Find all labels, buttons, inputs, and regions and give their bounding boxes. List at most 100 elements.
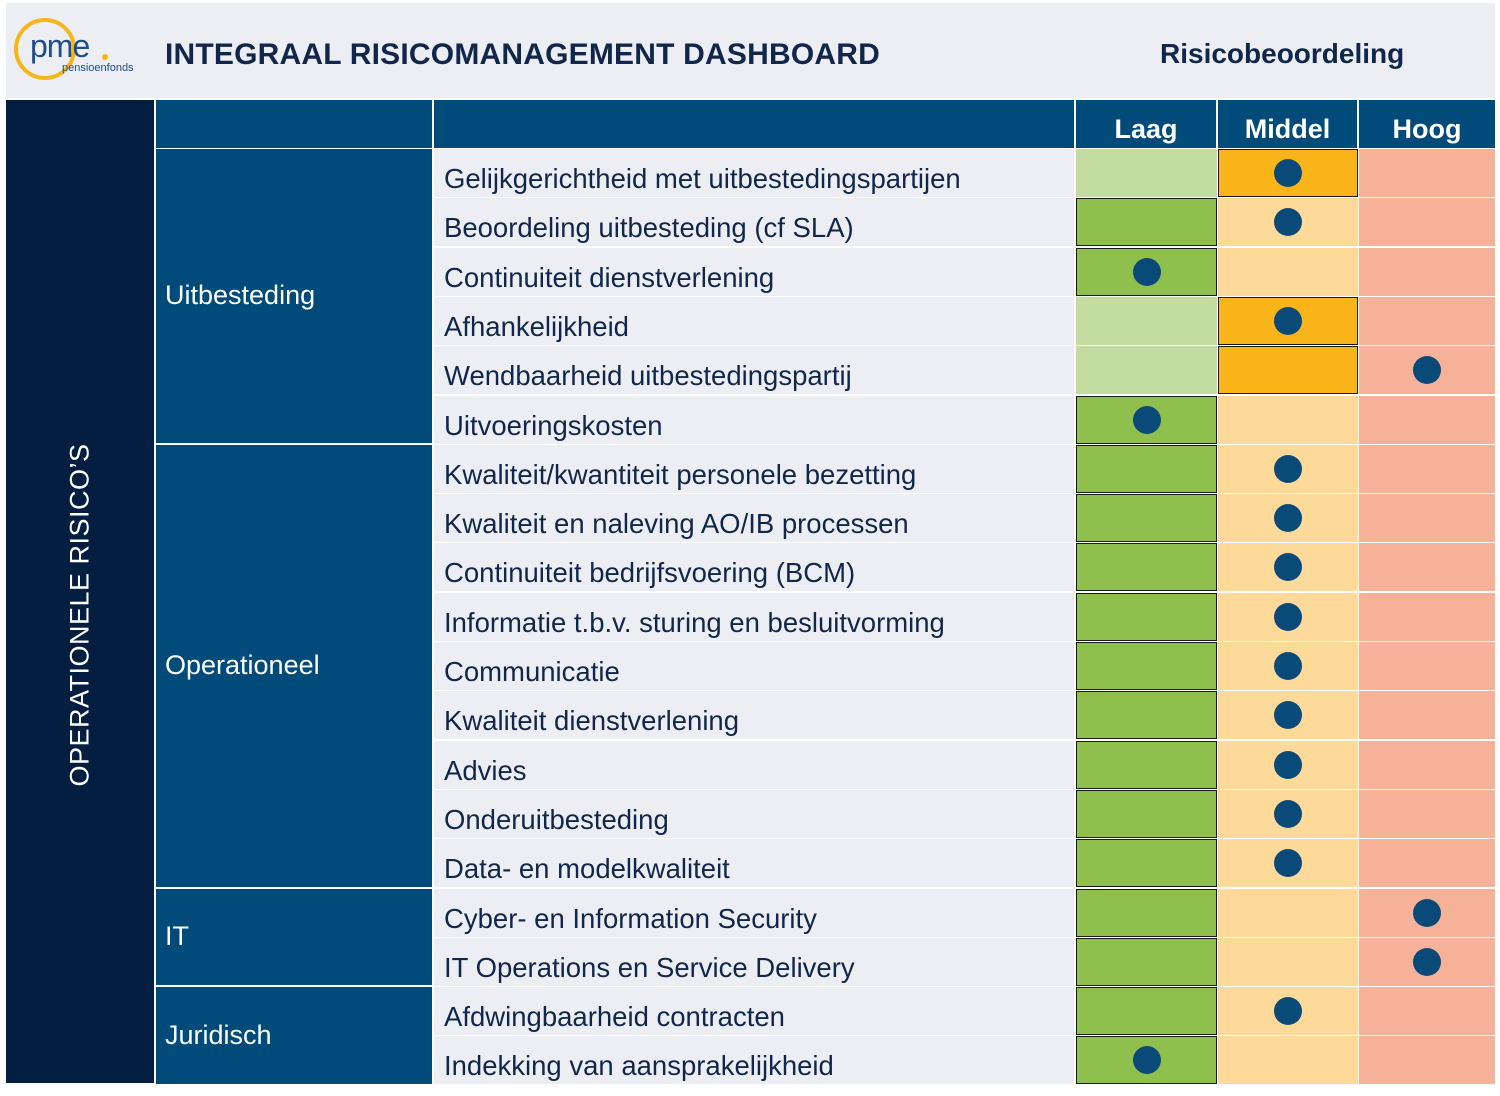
risk-header — [434, 100, 1074, 148]
header-bar — [6, 3, 1495, 98]
risk-cell-middel — [1218, 938, 1358, 986]
risk-cell-hoog — [1359, 543, 1495, 591]
risk-marker — [1274, 652, 1302, 680]
risk-cell-hoog — [1359, 445, 1495, 493]
pme-logo: pme pensioenfonds — [14, 14, 154, 86]
logo-subtitle: pensioenfonds — [62, 62, 134, 74]
risk-marker — [1132, 406, 1161, 434]
risk-cell-laag — [1076, 198, 1217, 246]
category-label: IT — [165, 921, 189, 951]
column-header-middel: Middel — [1218, 100, 1357, 148]
risk-row-label: Informatie t.b.v. sturing en besluitvorm… — [434, 593, 1074, 641]
category-it: IT — [156, 889, 432, 985]
column-header-laag: Laag — [1076, 100, 1216, 148]
risk-cell-laag — [1076, 543, 1217, 591]
logo-ring — [14, 18, 76, 80]
category-label: Uitbesteding — [165, 280, 316, 310]
risk-marker — [1274, 603, 1302, 631]
risk-cell-hoog — [1359, 987, 1495, 1035]
risk-cell-hoog — [1359, 790, 1495, 838]
risk-cell-hoog — [1359, 248, 1495, 296]
risk-cell-laag — [1076, 593, 1217, 641]
risk-row-label: Afhankelijkheid — [434, 297, 1074, 345]
risk-marker — [1274, 800, 1302, 828]
risk-cell-laag — [1076, 938, 1217, 986]
risk-cell-laag — [1076, 149, 1217, 197]
risk-cell-laag — [1076, 297, 1217, 345]
risk-row-label: Gelijkgerichtheid met uitbestedingsparti… — [434, 149, 1074, 197]
risk-marker — [1274, 751, 1302, 779]
risk-cell-middel — [1218, 346, 1358, 394]
risk-cell-middel — [1218, 248, 1358, 296]
risk-row-label: Continuiteit bedrijfsvoering (BCM) — [434, 543, 1074, 591]
risk-row-label: Wendbaarheid uitbestedingspartij — [434, 346, 1074, 394]
risk-row-label: Uitvoeringskosten — [434, 396, 1074, 444]
risk-row-label: Data- en modelkwaliteit — [434, 839, 1074, 887]
category-uitbesteding: Uitbesteding — [156, 149, 432, 443]
risk-marker — [1132, 258, 1161, 286]
risk-row-label: IT Operations en Service Delivery — [434, 938, 1074, 986]
risk-cell-laag — [1076, 346, 1217, 394]
risk-marker — [1413, 948, 1441, 976]
logo-wordmark: pme — [30, 28, 90, 64]
risk-marker — [1274, 307, 1302, 335]
risk-cell-hoog — [1359, 494, 1495, 542]
risk-cell-hoog — [1359, 593, 1495, 641]
risk-cell-hoog — [1359, 839, 1495, 887]
risk-marker — [1274, 208, 1302, 236]
risk-cell-hoog — [1359, 741, 1495, 789]
risk-marker — [1413, 356, 1441, 384]
risk-cell-hoog — [1359, 1036, 1495, 1084]
risk-marker — [1413, 899, 1441, 927]
risk-cell-middel — [1218, 396, 1358, 444]
risk-marker — [1274, 849, 1302, 877]
risk-cell-middel — [1218, 889, 1358, 937]
logo-dot — [102, 54, 108, 60]
category-operationeel: Operationeel — [156, 445, 432, 887]
risk-cell-laag — [1076, 790, 1217, 838]
risk-marker — [1274, 504, 1302, 532]
risk-row-label: Kwaliteit en naleving AO/IB processen — [434, 494, 1074, 542]
risk-marker — [1274, 997, 1302, 1025]
risk-row-label: Advies — [434, 741, 1074, 789]
risk-marker — [1274, 455, 1302, 483]
risk-cell-laag — [1076, 889, 1217, 937]
risk-cell-hoog — [1359, 691, 1495, 739]
risk-cell-hoog — [1359, 642, 1495, 690]
risk-cell-hoog — [1359, 198, 1495, 246]
risk-row-label: Kwaliteit/kwantiteit personele bezetting — [434, 445, 1074, 493]
risk-marker — [1274, 159, 1302, 187]
risk-cell-laag — [1076, 987, 1217, 1035]
assessment-label: Risicobeoordeling — [1160, 38, 1405, 69]
risk-row-label: Indekking van aansprakelijkheid — [434, 1036, 1074, 1084]
side-panel — [6, 148, 154, 1083]
risk-cell-laag — [1076, 642, 1217, 690]
risk-row-label: Cyber- en Information Security — [434, 889, 1074, 937]
category-header — [156, 100, 432, 148]
risk-row-label: Onderuitbesteding — [434, 790, 1074, 838]
risk-cell-middel — [1218, 1036, 1358, 1084]
category-juridisch: Juridisch — [156, 987, 432, 1084]
page-title: INTEGRAAL RISICOMANAGEMENT DASHBOARD — [165, 38, 880, 71]
category-label: Operationeel — [165, 650, 320, 680]
risk-row-label: Afdwingbaarheid contracten — [434, 987, 1074, 1035]
risk-row-label: Kwaliteit dienstverlening — [434, 691, 1074, 739]
risk-cell-hoog — [1359, 396, 1495, 444]
category-label: Juridisch — [165, 1019, 272, 1050]
risk-cell-hoog — [1359, 297, 1495, 345]
risk-cell-laag — [1076, 741, 1217, 789]
risk-row-label: Continuiteit dienstverlening — [434, 248, 1074, 296]
table-corner — [6, 100, 154, 148]
side-label: OPERATIONELE RISICO’S — [64, 443, 95, 787]
risk-row-label: Beoordeling uitbesteding (cf SLA) — [434, 198, 1074, 246]
risk-cell-laag — [1076, 691, 1217, 739]
column-header-hoog: Hoog — [1359, 100, 1495, 148]
risk-marker — [1274, 553, 1302, 581]
risk-cell-laag — [1076, 445, 1217, 493]
risk-row-label: Communicatie — [434, 642, 1074, 690]
risk-cell-laag — [1076, 396, 1217, 444]
risk-marker — [1132, 1046, 1161, 1074]
risk-marker — [1274, 701, 1302, 729]
risk-cell-laag — [1076, 494, 1217, 542]
risk-cell-laag — [1076, 839, 1217, 887]
